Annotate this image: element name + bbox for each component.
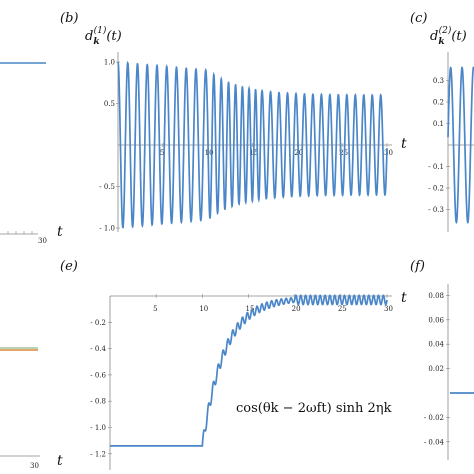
panel-b-ytick-label: - 1.0 — [99, 225, 115, 233]
panel-f-ytick-label: - 0.02 — [424, 414, 444, 422]
panel-b-ytick-label: - 0.5 — [99, 183, 115, 191]
panel-e-t-label: t — [401, 290, 407, 306]
panel-c-ytick-label: - 0.1 — [428, 163, 444, 171]
panel-e-label: (e) — [60, 259, 78, 274]
panel-c-ytick-label: 0.2 — [433, 99, 444, 107]
left-top-t-label: t — [57, 224, 63, 240]
panel-e-xtick-label: 25 — [338, 305, 347, 313]
panel-b-label: (b) — [60, 11, 78, 26]
panel-b-xtick-label: 30 — [384, 149, 393, 157]
panel-b-series-line — [117, 60, 388, 229]
panel-e-xtick-label: 15 — [246, 305, 255, 313]
panel-f-partial: (f) 0.08 0.06 0.04 0.02 - 0.02 - 0.04 — [410, 259, 474, 460]
panel-c-series-line — [447, 66, 474, 224]
panel-b-ytick-label: 1.0 — [104, 59, 115, 67]
panel-f-ytick-label: 0.06 — [428, 316, 444, 324]
left-top-tick-30: 30 — [38, 237, 47, 245]
panel-c-ytick-label: - 0.2 — [428, 185, 444, 193]
panel-b-xtick-label: 5 — [160, 149, 164, 157]
panel-e-ytick-label: - 1.0 — [90, 424, 106, 432]
panel-e-ytick-label: - 0.8 — [90, 398, 106, 406]
panel-c-ylabel: dk(2)(t) — [430, 25, 467, 47]
panel-e-xtick-label: 20 — [292, 305, 301, 313]
panel-b-ytick-label: 0.5 — [104, 100, 115, 108]
panel-b-xtick-label: 10 — [205, 149, 214, 157]
left-bottom-partial-panel: 30 t — [0, 347, 63, 470]
panel-f-ytick-label: - 0.04 — [424, 438, 445, 446]
panel-e-annotation: cos(θk − 2ωft) sinh 2ηk — [236, 401, 392, 416]
panel-c-partial: (c) dk(2)(t) 0.3 0.2 0.1 - 0.1 - 0.2 - 0.3 — [410, 11, 474, 232]
left-bottom-t-label: t — [57, 453, 63, 469]
panel-e-series-line — [110, 294, 388, 447]
panel-e-xtick-label: 10 — [199, 305, 208, 313]
panel-b-ylabel: dk(1)(t) — [85, 25, 122, 47]
panel-e-xtick-label: 5 — [153, 305, 157, 313]
panel-c-label: (c) — [410, 11, 427, 26]
panel-f-ytick-label: 0.04 — [428, 341, 444, 349]
panel-b-t-label: t — [401, 136, 407, 152]
panel-e: (e) 5 10 15 20 25 30 - 0.2 - 0.4 - 0.6 - 0.8 - 1.… — [60, 259, 407, 470]
panel-f-ytick-label: 0.08 — [428, 292, 444, 300]
left-bottom-tick-30: 30 — [30, 462, 39, 470]
panel-e-ytick-label: - 0.2 — [90, 319, 106, 327]
left-top-partial-panel: 30 t — [0, 62, 63, 245]
panel-c-ytick-label: 0.1 — [433, 120, 444, 128]
panel-e-ytick-label: - 1.2 — [90, 450, 106, 458]
panel-e-xtick-label: 30 — [384, 305, 393, 313]
panel-b: (b) dk(1)(t) 5 10 15 20 25 30 1.00.5- 0.5- 1.… — [60, 11, 407, 233]
panel-c-ytick-label: - 0.3 — [428, 206, 444, 214]
panel-e-ytick-label: - 0.4 — [90, 345, 106, 353]
panel-b-xtick-label: 25 — [339, 149, 348, 157]
panel-f-ytick-label: 0.02 — [428, 365, 444, 373]
panel-c-ytick-label: 0.3 — [433, 77, 444, 85]
panel-e-ytick-label: - 0.6 — [90, 371, 106, 379]
panel-f-label: (f) — [410, 259, 425, 274]
